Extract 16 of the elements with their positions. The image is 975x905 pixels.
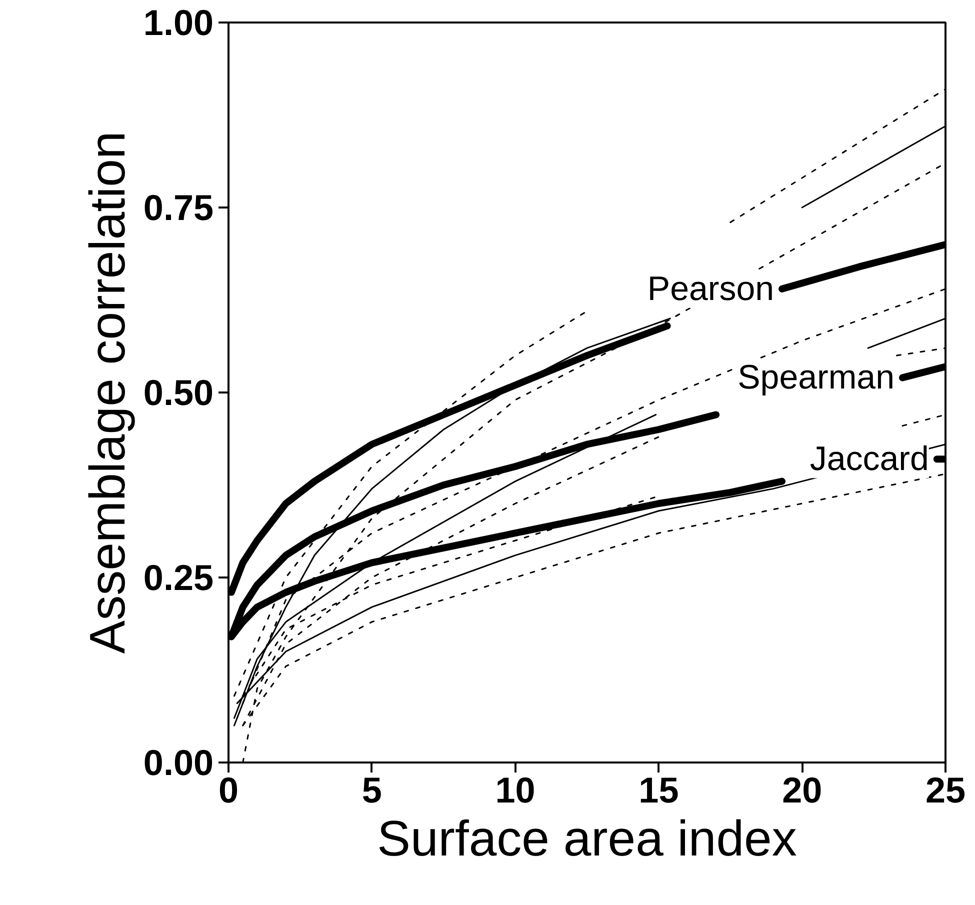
y-tick-label: 0.00 bbox=[143, 742, 214, 783]
x-tick-label: 20 bbox=[782, 770, 822, 810]
x-tick-label: 15 bbox=[638, 770, 679, 810]
x-tick-label: 25 bbox=[925, 770, 966, 810]
x-tick-label: 5 bbox=[362, 770, 382, 810]
series-label: Jaccard bbox=[810, 440, 929, 478]
y-tick-label: 0.50 bbox=[143, 372, 214, 413]
x-axis-title: Surface area index bbox=[377, 810, 797, 866]
y-axis-title: Assemblage correlation bbox=[79, 131, 136, 654]
y-tick-label: 0.75 bbox=[143, 187, 214, 228]
x-tick-label: 0 bbox=[218, 770, 239, 810]
series-label: Spearman bbox=[738, 358, 894, 397]
y-tick-label: 0.25 bbox=[143, 557, 214, 598]
y-tick-label: 1.00 bbox=[143, 2, 214, 43]
x-tick-label: 10 bbox=[495, 770, 536, 810]
series-label: Pearson bbox=[647, 270, 774, 308]
